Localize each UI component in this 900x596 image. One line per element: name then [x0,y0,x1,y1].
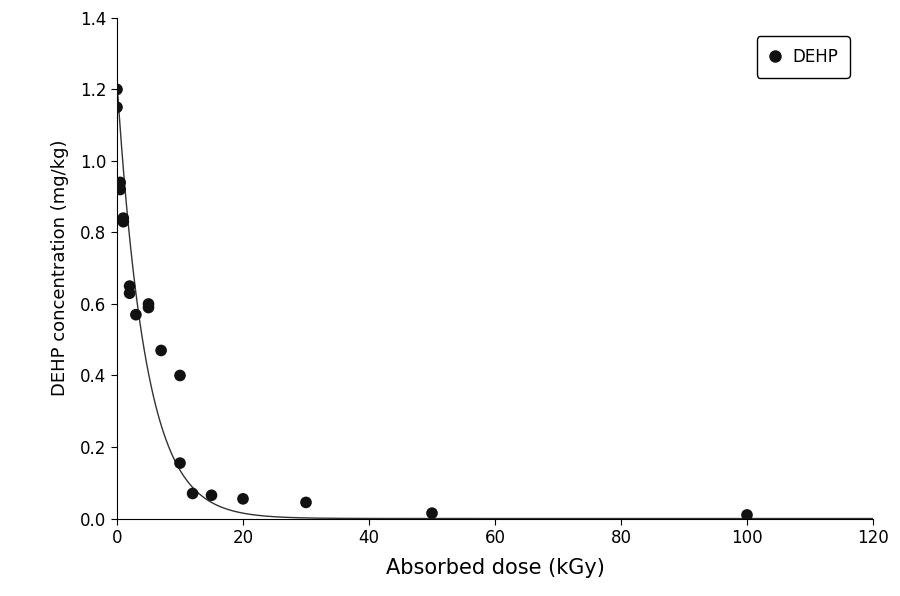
Point [299,498,313,507]
Point [154,346,168,355]
Point [425,508,439,518]
Point [110,85,124,94]
Point [122,281,137,291]
Point [116,217,130,226]
Point [236,494,250,504]
Point [129,310,143,319]
Point [185,489,200,498]
Point [173,371,187,380]
Point [204,491,219,500]
Point [110,103,124,112]
Point [122,288,137,298]
Point [116,213,130,223]
Point [740,510,754,520]
Point [141,299,156,309]
Point [113,185,128,194]
Legend: DEHP: DEHP [757,36,850,77]
Point [173,458,187,468]
X-axis label: Absorbed dose (kGy): Absorbed dose (kGy) [385,558,605,578]
Point [113,178,128,187]
Point [141,303,156,312]
Y-axis label: DEHP concentration (mg/kg): DEHP concentration (mg/kg) [51,140,69,396]
